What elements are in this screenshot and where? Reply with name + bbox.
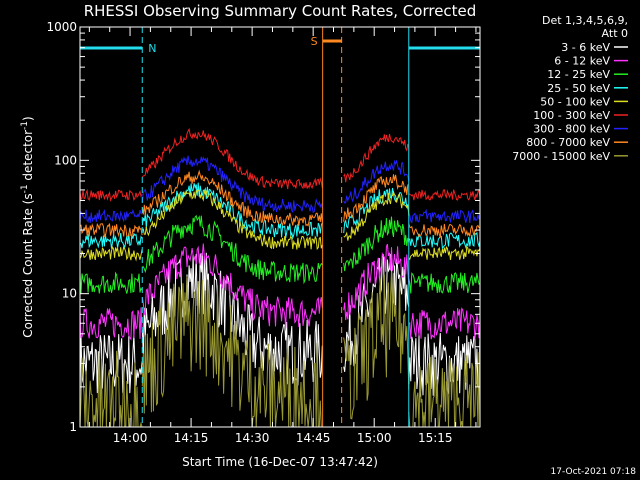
x-axis: 14:00 14:15 14:30 14:45 15:00 15:15 (88, 27, 477, 445)
legend-label: 100 - 300 keV (533, 109, 610, 122)
series-line (79, 214, 481, 294)
legend-header-2: Att 0 (602, 27, 628, 40)
series-line (79, 271, 481, 428)
x-tick-label: 15:00 (357, 431, 392, 445)
y-tick-label: 1 (69, 420, 77, 434)
legend-label: 12 - 25 keV (547, 68, 610, 81)
legend-label: 800 - 7000 keV (526, 136, 610, 149)
y-tick-label: 10 (62, 287, 77, 301)
plot-frame (79, 26, 481, 428)
series-line (79, 127, 481, 202)
legend-label: 6 - 12 keV (554, 55, 610, 68)
y-axis-label: Corrected Count Rate (s-1 detector-1) (20, 116, 35, 337)
y-axis: 1 10 100 1000 (46, 20, 480, 434)
y-tick-label: 1000 (46, 20, 77, 34)
legend-label: 25 - 50 keV (547, 82, 610, 95)
x-tick-label: 14:00 (113, 431, 148, 445)
x-tick-label: 14:45 (296, 431, 331, 445)
marker-label: S (311, 35, 318, 48)
legend-label: 50 - 100 keV (540, 95, 610, 108)
x-axis-label: Start Time (16-Dec-07 13:47:42) (182, 455, 378, 469)
x-tick-label: 14:15 (174, 431, 209, 445)
y-tick-label: 100 (54, 153, 77, 167)
x-tick-label: 15:15 (418, 431, 453, 445)
footer-timestamp: 17-Oct-2021 07:18 (551, 467, 637, 477)
legend-label: 300 - 800 keV (533, 123, 610, 136)
series-line (79, 169, 480, 239)
legend-label: 3 - 6 keV (561, 41, 610, 54)
series-line (79, 243, 481, 341)
series-line (79, 189, 481, 262)
legend-header-1: Det 1,3,4,5,6,9, (542, 14, 628, 27)
legend-label: 7000 - 15000 keV (512, 150, 610, 163)
series-line (79, 155, 481, 224)
marker-label: N (148, 42, 156, 55)
chart-title: RHESSI Observing Summary Count Rates, Co… (84, 2, 477, 20)
series-line (79, 252, 481, 397)
plot-area: NS (79, 27, 481, 428)
x-tick-label: 14:30 (235, 431, 270, 445)
